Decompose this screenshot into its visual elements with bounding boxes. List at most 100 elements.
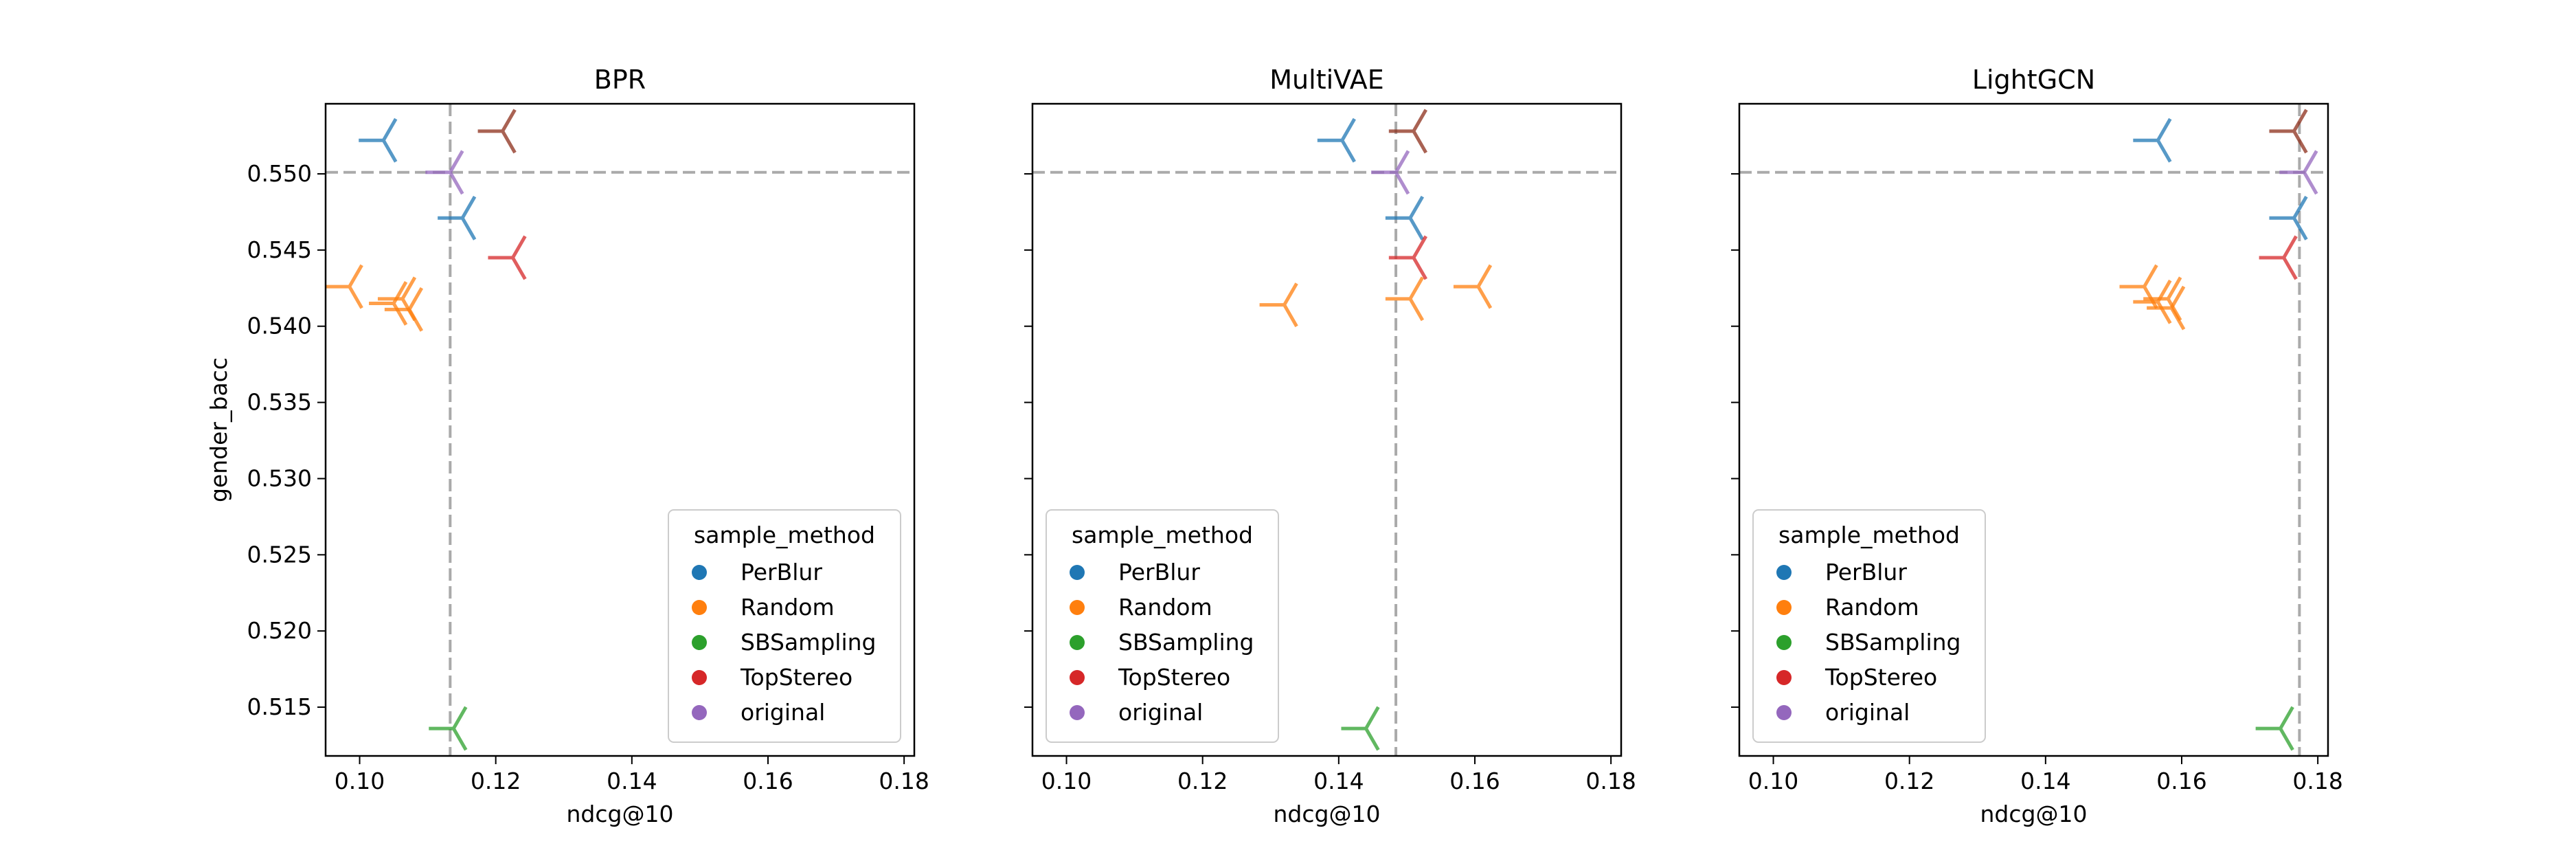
subplot-bpr: BPR 0.10 0.12 0.14 0.16 0.18 0.515 0.520 0.525 0.… bbox=[205, 65, 929, 827]
x-tick-label: 0.16 bbox=[1449, 768, 1500, 794]
y-tick-label: 0.540 bbox=[247, 313, 312, 339]
plot-area bbox=[326, 104, 914, 756]
y-tick-label: 0.550 bbox=[247, 160, 312, 187]
data-point-perblur bbox=[2269, 195, 2308, 241]
x-tick-label: 0.12 bbox=[471, 768, 521, 794]
data-point-random bbox=[326, 264, 363, 309]
legend-swatch-original bbox=[1070, 705, 1085, 720]
legend-swatch-topstereo bbox=[1776, 670, 1792, 685]
x-tick-label: 0.16 bbox=[2156, 768, 2206, 794]
data-point-topstereo bbox=[2269, 109, 2308, 154]
data-point-original bbox=[425, 150, 464, 195]
data-point-random bbox=[369, 281, 408, 326]
data-point-sbsampling bbox=[1341, 706, 1380, 751]
data-point-topstereo bbox=[2259, 235, 2298, 280]
data-point-sbsampling bbox=[2255, 706, 2294, 751]
legend-swatch-random bbox=[1070, 600, 1085, 615]
subplot-multivae: MultiVAE 0.10 0.12 0.14 0.16 0.18 ndcg@10 sampl… bbox=[1024, 65, 1636, 827]
legend-title: sample_method bbox=[1072, 522, 1253, 548]
data-point-original bbox=[2279, 150, 2318, 195]
x-axis-label: ndcg@10 bbox=[1274, 801, 1381, 827]
x-tick-label: 0.18 bbox=[2292, 768, 2342, 794]
data-point-random bbox=[377, 276, 417, 322]
y-axis-label: gender_bacc bbox=[205, 357, 232, 502]
plot-frame bbox=[324, 102, 916, 757]
x-tick-label: 0.10 bbox=[1041, 768, 1092, 794]
y-tick-label: 0.530 bbox=[247, 465, 312, 491]
legend-label-perblur: PerBlur bbox=[1825, 559, 1907, 585]
legend-label-topstereo: TopStereo bbox=[1824, 664, 1937, 691]
legend-swatch-sbsampling bbox=[1776, 635, 1792, 650]
subplot-title: LightGCN bbox=[1972, 65, 2095, 95]
x-tick-label: 0.12 bbox=[1884, 768, 1934, 794]
legend-label-original: original bbox=[741, 699, 825, 726]
x-tick-label: 0.18 bbox=[879, 768, 929, 794]
legend-label-sbsampling: SBSampling bbox=[741, 629, 876, 656]
legend-swatch-random bbox=[692, 600, 707, 615]
plot-frame bbox=[1738, 102, 2329, 757]
legend-swatch-perblur bbox=[1070, 565, 1085, 580]
legend-swatch-original bbox=[1776, 705, 1792, 720]
legend-swatch-original bbox=[692, 705, 707, 720]
x-tick-label: 0.18 bbox=[1585, 768, 1636, 794]
x-tick-label: 0.14 bbox=[1313, 768, 1364, 794]
subplot-title: MultiVAE bbox=[1269, 65, 1383, 95]
y-tick-label: 0.525 bbox=[247, 541, 312, 568]
legend-swatch-random bbox=[1776, 600, 1792, 615]
legend-label-random: Random bbox=[1118, 594, 1212, 621]
data-point-topstereo bbox=[488, 235, 527, 280]
legend-label-topstereo: TopStereo bbox=[740, 664, 852, 691]
x-tick-label: 0.14 bbox=[607, 768, 657, 794]
y-tick-label: 0.535 bbox=[247, 389, 312, 416]
data-point-random bbox=[1259, 282, 1298, 328]
data-point-perblur bbox=[1385, 195, 1425, 241]
legend-label-sbsampling: SBSampling bbox=[1118, 629, 1254, 656]
data-point-perblur bbox=[438, 195, 477, 241]
data-point-perblur bbox=[359, 118, 398, 163]
x-axis-label: ndcg@10 bbox=[567, 801, 674, 827]
x-tick-label: 0.12 bbox=[1177, 768, 1228, 794]
data-point-perblur bbox=[2133, 118, 2172, 163]
legend-label-topstereo: TopStereo bbox=[1118, 664, 1230, 691]
legend-label-original: original bbox=[1118, 699, 1203, 726]
data-point-original bbox=[1371, 150, 1410, 195]
data-point-random bbox=[1385, 276, 1425, 322]
x-tick-label: 0.10 bbox=[1748, 768, 1798, 794]
legend-label-original: original bbox=[1825, 699, 1910, 726]
x-axis-label: ndcg@10 bbox=[1980, 801, 2088, 827]
legend-label-random: Random bbox=[1825, 594, 1919, 621]
legend-swatch-perblur bbox=[1776, 565, 1792, 580]
subplot-lightgcn: LightGCN 0.10 0.12 0.14 0.16 0.18 ndcg@10 sampl… bbox=[1731, 65, 2343, 827]
plot-area bbox=[1032, 104, 1621, 756]
data-point-topstereo bbox=[1388, 109, 1427, 154]
legend-box bbox=[1046, 509, 1279, 743]
legend: sample_method PerBlur Random SBSampling TopS… bbox=[1752, 509, 1986, 743]
legend-label-perblur: PerBlur bbox=[741, 559, 822, 585]
legend-swatch-sbsampling bbox=[692, 635, 707, 650]
legend-label-perblur: PerBlur bbox=[1118, 559, 1200, 585]
subplot-title: BPR bbox=[594, 65, 646, 95]
legend-box bbox=[1752, 509, 1986, 743]
x-tick-label: 0.16 bbox=[743, 768, 793, 794]
legend-box bbox=[668, 509, 901, 743]
data-point-topstereo bbox=[1388, 235, 1427, 280]
legend: sample_method PerBlur Random SBSampling TopS… bbox=[668, 509, 901, 743]
legend-swatch-topstereo bbox=[692, 670, 707, 685]
legend-title: sample_method bbox=[694, 522, 875, 548]
legend-title: sample_method bbox=[1778, 522, 1960, 548]
legend-swatch-topstereo bbox=[1070, 670, 1085, 685]
x-tick-label: 0.14 bbox=[2020, 768, 2070, 794]
legend-swatch-perblur bbox=[692, 565, 707, 580]
x-tick-label: 0.10 bbox=[335, 768, 385, 794]
plot-frame bbox=[1031, 102, 1623, 757]
data-point-random bbox=[2147, 285, 2186, 331]
data-point-topstereo bbox=[477, 109, 517, 154]
data-point-random bbox=[384, 287, 424, 332]
y-tick-label: 0.545 bbox=[247, 236, 312, 263]
data-point-sbsampling bbox=[429, 706, 468, 751]
y-tick-label: 0.520 bbox=[247, 617, 312, 644]
legend: sample_method PerBlur Random SBSampling TopS… bbox=[1046, 509, 1279, 743]
plot-area bbox=[1739, 104, 2328, 756]
data-point-perblur bbox=[1317, 118, 1356, 163]
y-tick-label: 0.515 bbox=[247, 693, 312, 720]
